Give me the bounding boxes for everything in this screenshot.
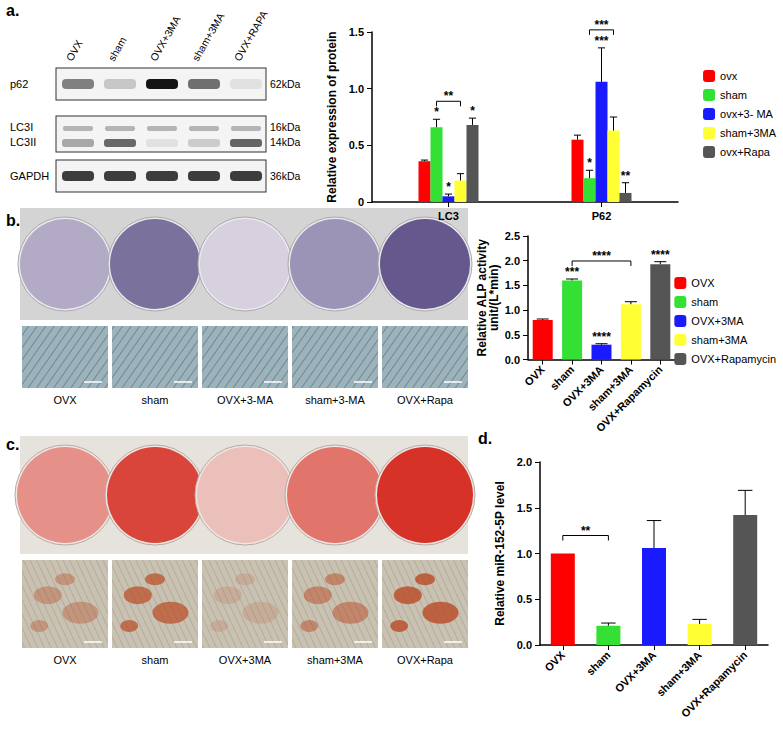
- svg-text:OVX: OVX: [542, 648, 567, 673]
- svg-text:OVX: OVX: [63, 38, 84, 63]
- svg-text:LC3: LC3: [438, 210, 459, 222]
- svg-text:1.0: 1.0: [505, 304, 520, 316]
- svg-text:Relative ALP activity: Relative ALP activity: [475, 239, 489, 357]
- svg-text:1.5: 1.5: [349, 26, 364, 38]
- svg-text:2.0: 2.0: [505, 255, 520, 267]
- svg-text:c.: c.: [6, 436, 19, 453]
- svg-text:a.: a.: [6, 2, 19, 19]
- svg-text:62kDa: 62kDa: [270, 78, 301, 90]
- svg-text:LC3II: LC3II: [10, 136, 36, 148]
- svg-text:0.5: 0.5: [517, 593, 532, 605]
- svg-text:OVX+Rapamycin: OVX+Rapamycin: [594, 363, 665, 434]
- svg-text:OVX: OVX: [691, 277, 715, 289]
- svg-text:OVX+Rapamycin: OVX+Rapamycin: [691, 353, 776, 365]
- svg-text:sham: sham: [547, 363, 577, 393]
- svg-text:sham+3-MA: sham+3-MA: [305, 394, 365, 406]
- svg-text:ovx+3- MA: ovx+3- MA: [720, 108, 774, 120]
- svg-text:0.0: 0.0: [517, 639, 532, 651]
- svg-text:*: *: [587, 156, 592, 170]
- svg-text:sham+3MA: sham+3MA: [189, 11, 226, 63]
- svg-text:OVX+Rapamycin: OVX+Rapamycin: [679, 649, 750, 720]
- svg-text:OVX+3MA: OVX+3MA: [691, 315, 744, 327]
- svg-text:ovx: ovx: [720, 70, 738, 82]
- svg-text:14kDa: 14kDa: [270, 136, 301, 148]
- svg-text:2.5: 2.5: [505, 230, 520, 242]
- svg-text:sham: sham: [105, 35, 128, 63]
- svg-text:sham+3MA: sham+3MA: [585, 363, 636, 413]
- svg-text:OVX: OVX: [53, 654, 77, 666]
- svg-text:p62: p62: [10, 78, 28, 90]
- svg-text:OVX+Rapa: OVX+Rapa: [397, 394, 454, 406]
- svg-text:sham: sham: [584, 649, 613, 678]
- svg-text:0.5: 0.5: [349, 139, 364, 151]
- svg-text:***: ***: [594, 18, 608, 32]
- svg-text:*: *: [434, 105, 439, 119]
- svg-text:OVX+3MA: OVX+3MA: [612, 649, 658, 695]
- svg-text:sham+3MA: sham+3MA: [691, 334, 748, 346]
- svg-text:d.: d.: [478, 430, 492, 447]
- svg-text:****: ****: [592, 330, 611, 344]
- svg-text:unit/(L*min): unit/(L*min): [487, 264, 501, 331]
- svg-text:Relative expression of protein: Relative expression of protein: [325, 31, 339, 202]
- svg-text:0.0: 0.0: [505, 354, 520, 366]
- svg-text:b.: b.: [6, 212, 20, 229]
- svg-text:1.0: 1.0: [517, 548, 532, 560]
- svg-text:LC3I: LC3I: [10, 121, 33, 133]
- svg-text:1.5: 1.5: [505, 279, 520, 291]
- svg-text:OVX+3MA: OVX+3MA: [559, 363, 606, 410]
- svg-text:****: ****: [592, 249, 611, 263]
- svg-text:OVX: OVX: [522, 363, 547, 388]
- svg-text:*: *: [470, 104, 475, 118]
- svg-text:1.0: 1.0: [349, 83, 364, 95]
- svg-text:0: 0: [358, 196, 364, 208]
- svg-text:sham: sham: [142, 394, 169, 406]
- svg-text:****: ****: [651, 248, 670, 262]
- svg-text:Relative miR-152-5P level: Relative miR-152-5P level: [493, 481, 507, 626]
- svg-text:GAPDH: GAPDH: [10, 170, 49, 182]
- svg-text:sham+3MA: sham+3MA: [720, 127, 777, 139]
- svg-text:ovx+Rapa: ovx+Rapa: [720, 146, 771, 158]
- svg-text:sham+3MA: sham+3MA: [307, 654, 364, 666]
- svg-text:OVX+Rapa: OVX+Rapa: [397, 654, 454, 666]
- svg-text:**: **: [621, 169, 631, 183]
- svg-text:1.5: 1.5: [517, 502, 532, 514]
- svg-text:***: ***: [565, 265, 579, 279]
- svg-text:***: ***: [594, 34, 608, 48]
- svg-text:sham: sham: [720, 89, 747, 101]
- svg-text:sham: sham: [142, 654, 169, 666]
- svg-text:OVX+3-MA: OVX+3-MA: [217, 394, 274, 406]
- svg-text:sham+3MA: sham+3MA: [654, 649, 704, 699]
- svg-text:sham: sham: [691, 296, 718, 308]
- svg-text:16kDa: 16kDa: [270, 121, 301, 133]
- svg-text:**: **: [444, 89, 454, 103]
- svg-text:*: *: [446, 180, 451, 194]
- svg-text:OVX: OVX: [53, 394, 77, 406]
- svg-text:36kDa: 36kDa: [270, 170, 301, 182]
- svg-text:0.5: 0.5: [505, 329, 520, 341]
- svg-text:OVX+RAPA: OVX+RAPA: [231, 8, 269, 63]
- svg-text:2.0: 2.0: [517, 456, 532, 468]
- svg-text:**: **: [581, 524, 591, 538]
- svg-text:P62: P62: [592, 210, 612, 222]
- svg-text:OVX+3MA: OVX+3MA: [147, 14, 182, 63]
- svg-text:OVX+3MA: OVX+3MA: [219, 654, 272, 666]
